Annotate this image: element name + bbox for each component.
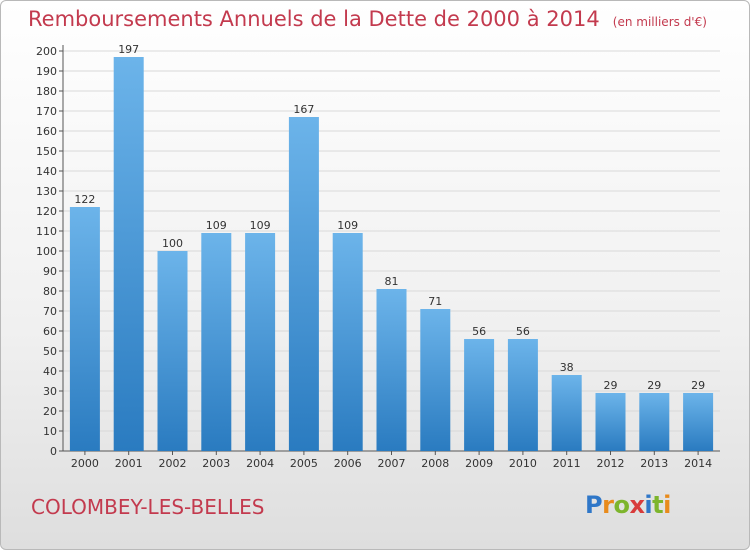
data-label: 29	[604, 379, 618, 392]
bar-2005	[288, 117, 319, 451]
y-tick-label: 150	[36, 145, 57, 158]
data-label: 38	[560, 361, 574, 374]
x-tick-label: 2010	[509, 457, 537, 470]
x-tick-label: 2000	[71, 457, 99, 470]
data-label: 56	[472, 325, 486, 338]
y-tick-label: 10	[43, 425, 57, 438]
y-tick-label: 50	[43, 345, 57, 358]
y-tick-label: 200	[36, 45, 57, 58]
data-label: 71	[428, 295, 442, 308]
logo-letter: i	[663, 491, 671, 519]
y-tick-label: 100	[36, 245, 57, 258]
y-tick-label: 110	[36, 225, 57, 238]
data-label: 197	[118, 43, 139, 56]
chart-title: Remboursements Annuels de la Dette de 20…	[28, 7, 600, 31]
bar-2013	[639, 393, 670, 451]
x-tick-label: 2002	[159, 457, 187, 470]
x-tick-labels: 2000 2001 2002 2003 2004 2005 2006 2007 2008 2009…	[71, 451, 712, 470]
logo-letter: r	[602, 491, 614, 519]
logo-letter: o	[613, 491, 630, 519]
bar-2006	[332, 233, 363, 451]
x-tick-label: 2008	[421, 457, 449, 470]
x-tick-label: 2013	[640, 457, 668, 470]
x-tick-label: 2005	[290, 457, 318, 470]
bar-2011	[551, 375, 582, 451]
proxiti-logo: Proxiti	[585, 491, 671, 519]
bars	[69, 57, 714, 451]
city-name: COLOMBEY-LES-BELLES	[31, 495, 265, 519]
data-label: 81	[385, 275, 399, 288]
bar-2001	[113, 57, 144, 451]
x-tick-label: 2003	[202, 457, 230, 470]
x-tick-label: 2012	[597, 457, 625, 470]
x-tick-label: 2001	[115, 457, 143, 470]
y-tick-label: 120	[36, 205, 57, 218]
bar-2004	[245, 233, 276, 451]
y-tick-label: 160	[36, 125, 57, 138]
bar-2002	[157, 251, 188, 451]
y-tick-label: 170	[36, 105, 57, 118]
y-tick-label: 140	[36, 165, 57, 178]
x-tick-label: 2014	[684, 457, 712, 470]
y-tick-label: 60	[43, 325, 57, 338]
logo-letter: P	[585, 491, 603, 519]
data-label: 109	[250, 219, 271, 232]
data-label: 109	[337, 219, 358, 232]
bar-2007	[376, 289, 407, 451]
data-label: 29	[647, 379, 661, 392]
bar-2003	[201, 233, 232, 451]
y-tick-label: 70	[43, 305, 57, 318]
bar-2010	[507, 339, 538, 451]
logo-letter: t	[652, 491, 664, 519]
y-tick-label: 30	[43, 385, 57, 398]
x-tick-label: 2006	[334, 457, 362, 470]
y-tick-label: 130	[36, 185, 57, 198]
bar-2000	[69, 207, 100, 451]
y-tick-label: 0	[50, 445, 57, 458]
logo-letter: x	[629, 491, 645, 519]
data-label: 29	[691, 379, 705, 392]
y-tick-label: 20	[43, 405, 57, 418]
bar-2008	[420, 309, 451, 451]
y-tick-label: 80	[43, 285, 57, 298]
y-tick-label: 190	[36, 65, 57, 78]
chart-unit: (en milliers d'€)	[612, 15, 707, 29]
y-tick-label: 180	[36, 85, 57, 98]
x-tick-label: 2007	[378, 457, 406, 470]
y-tick-label: 90	[43, 265, 57, 278]
y-tick-labels: 0 10 20 30 40 50 60 70 80 90 100 110 120 130 140 150 160…	[36, 45, 63, 458]
data-label: 109	[206, 219, 227, 232]
x-tick-label: 2004	[246, 457, 274, 470]
data-label: 100	[162, 237, 183, 250]
data-label: 56	[516, 325, 530, 338]
bar-2012	[595, 393, 626, 451]
logo-letter: i	[644, 491, 653, 519]
data-labels: 122 197 100 109 109 167 109 81 71 56 56 38 29 29 29	[74, 43, 705, 392]
x-tick-label: 2011	[553, 457, 581, 470]
data-label: 167	[293, 103, 314, 116]
y-tick-label: 40	[43, 365, 57, 378]
data-label: 122	[74, 193, 95, 206]
bar-2009	[464, 339, 495, 451]
bar-2014	[683, 393, 714, 451]
x-tick-label: 2009	[465, 457, 493, 470]
title-row: Remboursements Annuels de la Dette de 20…	[28, 7, 707, 31]
